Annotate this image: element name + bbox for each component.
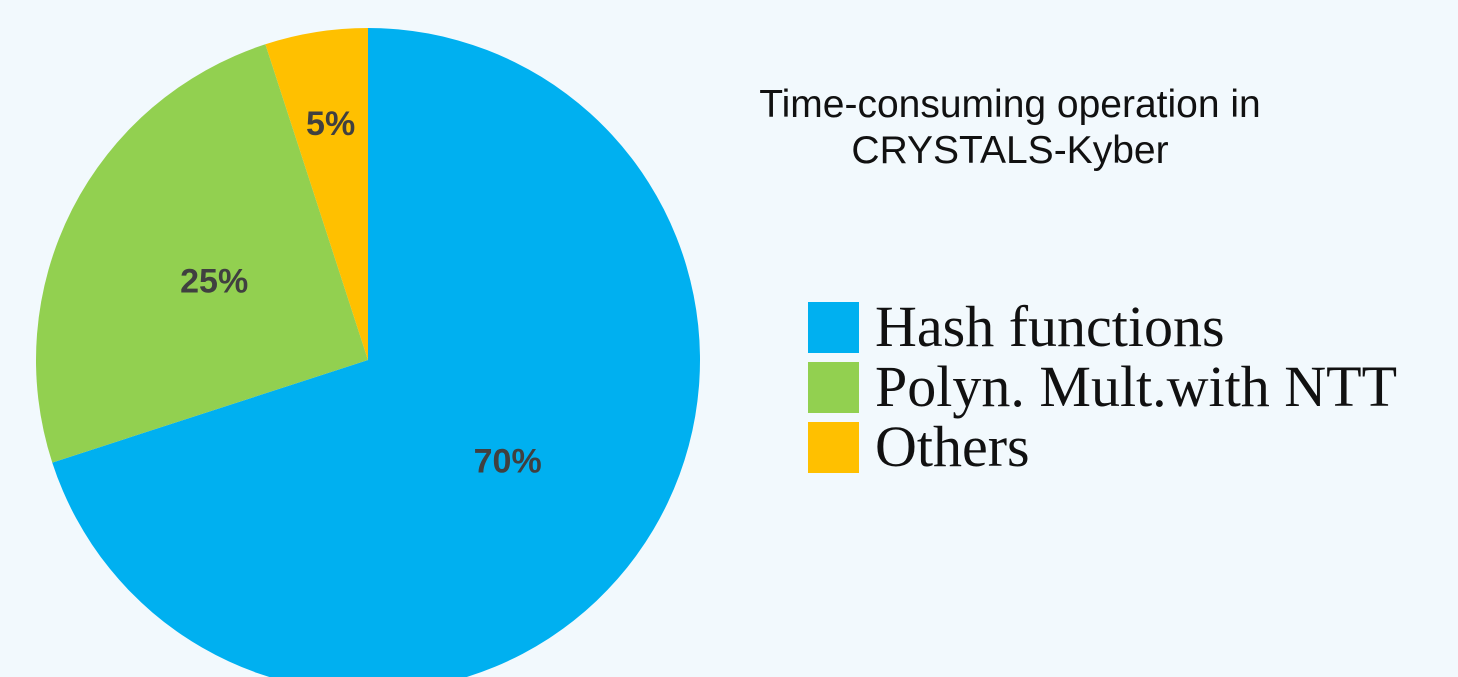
legend-swatch-others	[808, 421, 859, 473]
pie-data-label-polyn-mult-with-ntt: 25%	[180, 263, 248, 301]
legend-swatch-polyn-mult	[808, 361, 859, 413]
pie-slice-hash-functions	[52, 28, 700, 677]
pie-data-label-others: 5%	[306, 105, 355, 143]
legend-swatch-hash-functions	[808, 301, 859, 353]
legend-item-hash-functions: Hash functions	[808, 290, 1397, 364]
chart-title-line-1: Time-consuming operation in	[759, 83, 1261, 126]
chart-legend: Hash functions Polyn. Mult.with NTT Othe…	[808, 290, 1397, 477]
legend-label-others: Others	[875, 414, 1030, 479]
legend-label-hash-functions: Hash functions	[875, 294, 1225, 359]
legend-item-polyn-mult: Polyn. Mult.with NTT	[808, 350, 1397, 424]
pie-chart: 70% 25% 5%	[35, 28, 700, 677]
legend-item-others: Others	[808, 410, 1397, 484]
chart-title-line-2: CRYSTALS-Kyber	[851, 129, 1169, 172]
pie-slice-others	[265, 28, 368, 360]
chart-title: Time-consuming operation in CRYSTALS-Kyb…	[680, 82, 1340, 174]
pie-data-label-hash-functions: 70%	[474, 442, 542, 480]
legend-label-polyn-mult: Polyn. Mult.with NTT	[875, 354, 1398, 419]
pie-slice-polyn-mult-with-ntt	[35, 44, 368, 463]
